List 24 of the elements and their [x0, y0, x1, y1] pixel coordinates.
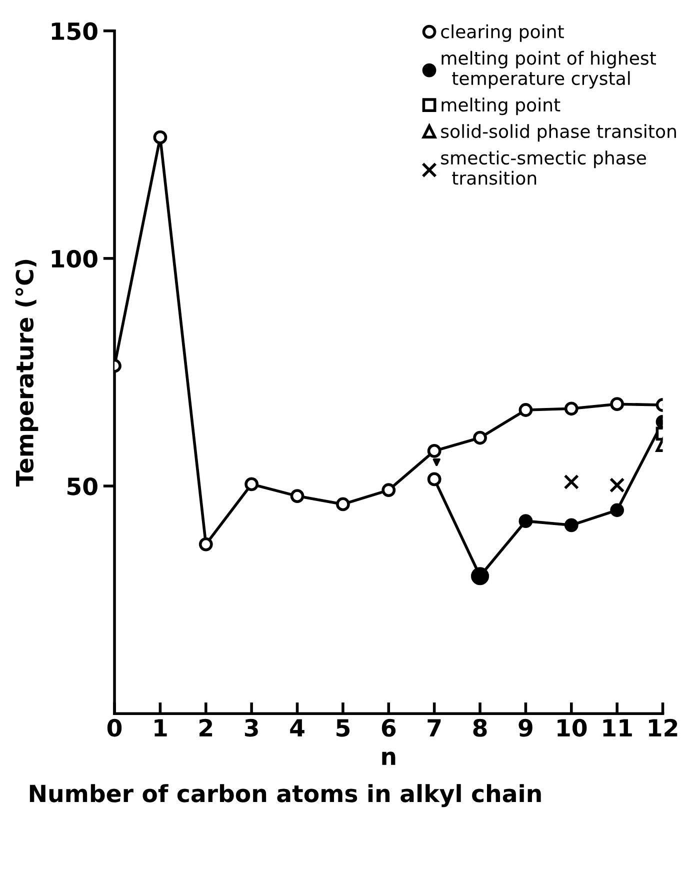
- legend-label: melting point: [442, 98, 560, 116]
- x-tick-label: 2: [200, 718, 212, 736]
- x-tick-label: 1: [154, 719, 167, 736]
- y-tick-label: 150: [52, 22, 98, 40]
- legend-label: clearing point: [441, 24, 564, 42]
- legend-label: melting point of highest temperature crystal: [442, 50, 656, 89]
- x-tick-label: 11: [603, 719, 632, 736]
- x-tick-label: 10: [558, 718, 587, 737]
- x-tick-label: 12: [649, 718, 678, 736]
- x-tick-label: 5: [336, 719, 350, 737]
- legend-label: smectic-smectic phase transition: [441, 150, 646, 185]
- y-tick-label: 50: [68, 477, 98, 496]
- x-tick-label: 3: [244, 718, 258, 737]
- x-axis-title: n: [382, 752, 396, 765]
- x-tick-label: 0: [107, 718, 122, 737]
- x-tick-label: 6: [382, 718, 396, 737]
- y-tick-label: 100: [52, 250, 98, 268]
- x-tick-label: 4: [290, 719, 304, 736]
- y-axis-title: Temperature (°C): [15, 260, 38, 486]
- text: Number of carbon atoms in alkyl chain: [30, 784, 541, 808]
- x-tick-label: 9: [518, 718, 532, 737]
- legend-label: solid-solid phase transiton: [441, 124, 676, 142]
- x-tick-label: 7: [428, 719, 441, 736]
- x-tick-label: 8: [473, 718, 487, 737]
